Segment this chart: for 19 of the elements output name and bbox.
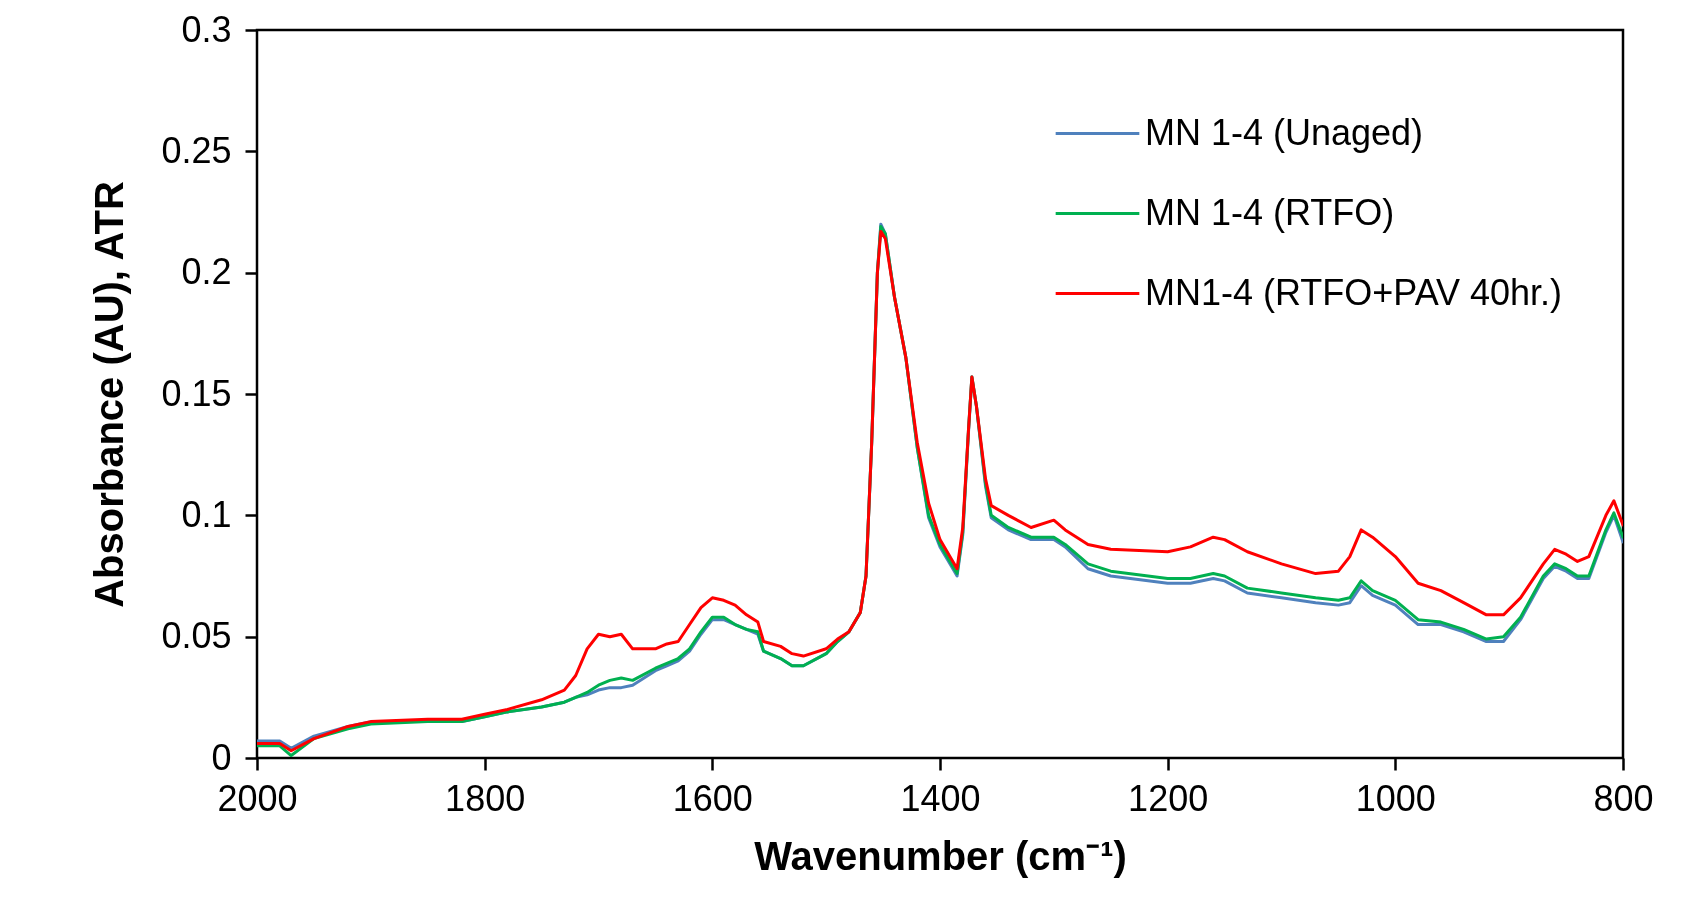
x-axis-title: Wavenumber (cm⁻¹) bbox=[754, 833, 1127, 878]
x-tick-label: 1000 bbox=[1355, 777, 1436, 819]
x-tick-label: 2000 bbox=[217, 777, 298, 819]
y-tick-label: 0.2 bbox=[181, 251, 232, 293]
y-tick-label: 0 bbox=[211, 736, 232, 778]
x-tick-label: 1800 bbox=[445, 777, 526, 819]
x-tick-label: 800 bbox=[1593, 777, 1654, 819]
y-tick-label: 0.05 bbox=[161, 615, 232, 657]
x-tick-label: 1600 bbox=[672, 777, 753, 819]
legend-label: MN1-4 (RTFO+PAV 40hr.) bbox=[1145, 271, 1563, 313]
y-tick-label: 0.25 bbox=[161, 129, 232, 171]
y-tick-label: 0.15 bbox=[161, 372, 232, 414]
x-tick-label: 1200 bbox=[1128, 777, 1209, 819]
y-axis-title: Absorbance (AU), ATR bbox=[87, 181, 132, 608]
x-tick-label: 1400 bbox=[900, 777, 981, 819]
legend-label: MN 1-4 (Unaged) bbox=[1145, 111, 1424, 153]
y-tick-label: 0.1 bbox=[181, 493, 232, 535]
y-tick-label: 0.3 bbox=[181, 8, 232, 50]
legend-label: MN 1-4 (RTFO) bbox=[1145, 191, 1395, 233]
